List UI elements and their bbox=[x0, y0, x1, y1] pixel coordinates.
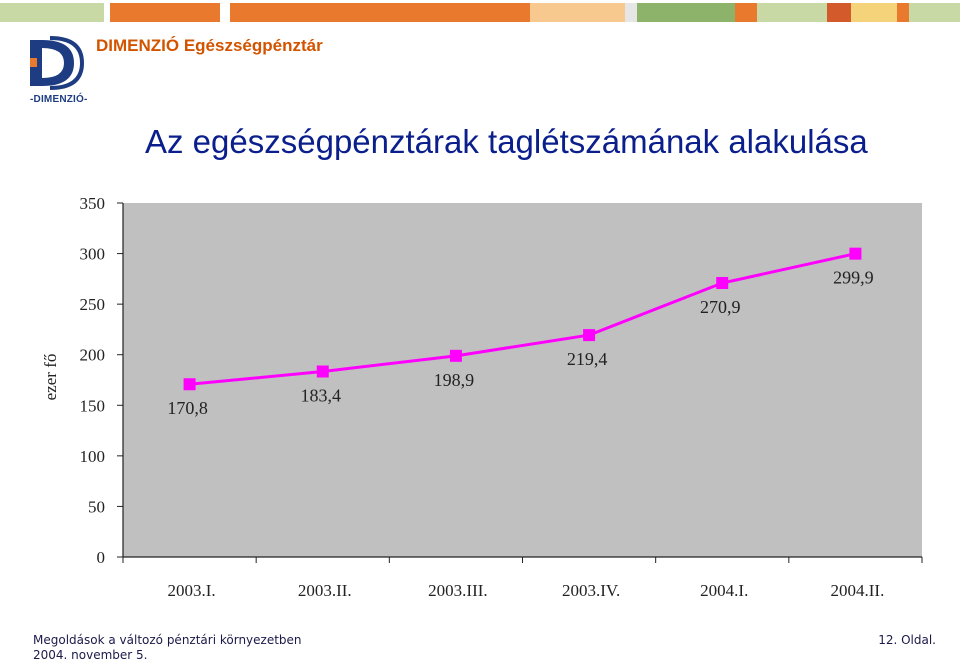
data-label: 170,8 bbox=[167, 398, 208, 418]
x-tick-label: 2004.II. bbox=[831, 581, 885, 600]
data-point bbox=[183, 378, 196, 391]
top-bar-segment bbox=[909, 3, 960, 22]
y-tick-label: 150 bbox=[80, 396, 106, 415]
footer-subtitle: Megoldások a változó pénztári környezetb… bbox=[33, 633, 302, 647]
page-title: Az egészségpénztárak taglétszámának alak… bbox=[145, 123, 868, 160]
logo-caption: -DIMENZIÓ- bbox=[30, 94, 88, 105]
line-chart: 0 50 100 150 200 250 300 350 2003.I. 2003.II. 2003… bbox=[41, 194, 923, 600]
top-bar-segment bbox=[851, 3, 897, 22]
top-bar-segment bbox=[530, 3, 625, 22]
data-point bbox=[716, 277, 729, 290]
x-tick-label: 2003.IV. bbox=[562, 581, 620, 600]
plot-area bbox=[123, 203, 922, 557]
data-label: 299,9 bbox=[833, 268, 874, 288]
y-tick-label: 50 bbox=[88, 497, 105, 516]
x-tick-label: 2004.I. bbox=[700, 581, 748, 600]
series-line bbox=[189, 252, 856, 386]
top-color-bar bbox=[0, 0, 960, 22]
top-bar-segment bbox=[110, 3, 220, 22]
top-bar-segment bbox=[735, 3, 757, 22]
y-tick-label: 250 bbox=[80, 295, 106, 314]
top-bar-segment bbox=[897, 3, 909, 22]
logo: -DIMENZIÓ- DIMENZIÓ Egészségpénztár bbox=[28, 34, 348, 112]
top-bar-segment bbox=[625, 3, 637, 22]
page-number: 12. Oldal. bbox=[878, 633, 936, 647]
x-tick-label: 2003.III. bbox=[428, 581, 487, 600]
y-axis-label: ezer fő bbox=[41, 354, 60, 401]
y-tick-label: 0 bbox=[97, 548, 106, 567]
footer-date: 2004. november 5. bbox=[33, 648, 148, 662]
top-bar-segment bbox=[0, 3, 104, 22]
brand-name: DIMENZIÓ Egészségpénztár bbox=[96, 36, 323, 55]
top-bar-segment bbox=[827, 3, 851, 22]
y-tick-label: 300 bbox=[80, 245, 106, 264]
data-point bbox=[449, 349, 462, 362]
data-label: 219,4 bbox=[567, 349, 608, 369]
dimenzio-logo-icon bbox=[30, 36, 84, 90]
x-tick-label: 2003.I. bbox=[167, 581, 215, 600]
y-tick-label: 200 bbox=[80, 346, 106, 365]
x-tick-label: 2003.II. bbox=[298, 581, 352, 600]
top-bar-segment bbox=[230, 3, 530, 22]
data-label: 198,9 bbox=[434, 370, 475, 390]
data-label: 183,4 bbox=[301, 386, 342, 406]
data-label: 270,9 bbox=[700, 297, 741, 317]
footer-left: Megoldások a változó pénztári környezetb… bbox=[33, 633, 302, 663]
top-bar-segment bbox=[757, 3, 827, 22]
data-point bbox=[316, 365, 329, 378]
y-tick-label: 100 bbox=[80, 447, 106, 466]
top-bar-segment bbox=[637, 3, 735, 22]
data-point bbox=[583, 329, 596, 342]
data-point bbox=[849, 247, 862, 260]
y-tick-label: 350 bbox=[80, 194, 106, 213]
